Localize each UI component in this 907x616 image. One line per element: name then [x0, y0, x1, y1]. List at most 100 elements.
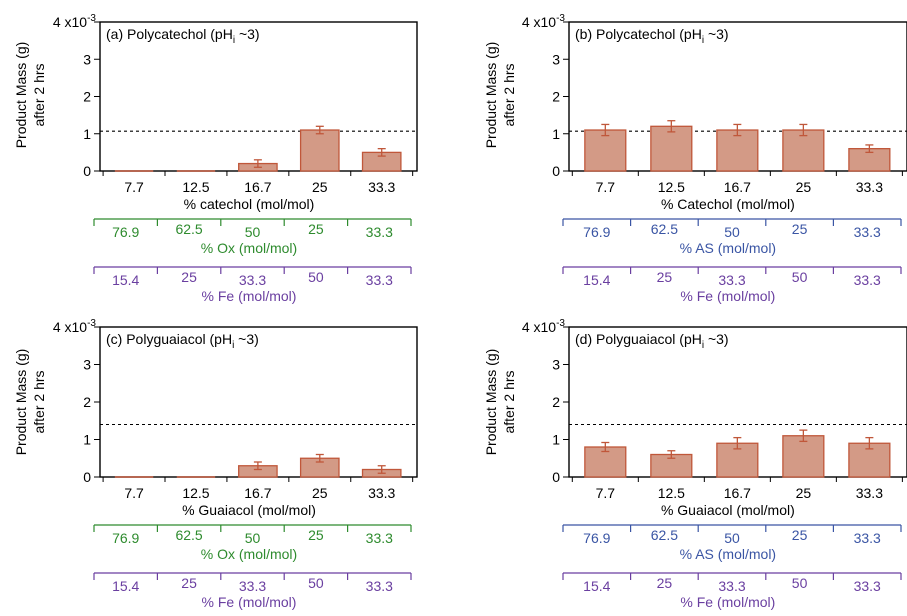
secondary-axis-as: 76.9 62.5 50 25 33.3 % AS (mol/mol) — [562, 218, 902, 256]
secondary-axis-tick-label: 50 — [792, 269, 808, 285]
y-axis-label-line1: Product Mass (g) — [483, 349, 499, 456]
error-bar — [253, 159, 262, 168]
secondary-axis-tick-label: 76.9 — [583, 224, 610, 240]
x-tick-label: 25 — [312, 179, 328, 195]
secondary-axis-tick-label: 76.9 — [112, 530, 139, 546]
secondary-axis-tick-label: 33.3 — [366, 578, 393, 594]
x-axis-label: % Guaiacol (mol/mol) — [182, 502, 316, 518]
secondary-axis-tick-label: 50 — [724, 224, 740, 240]
error-bar — [667, 120, 676, 133]
y-tick-label-exponent: 4 x10-3 — [53, 13, 97, 30]
secondary-axis-label: % Ox (mol/mol) — [201, 546, 297, 562]
secondary-axis-tick-label: 33.3 — [854, 530, 881, 546]
secondary-axis-tick-label: 33.3 — [239, 272, 266, 288]
error-bar — [799, 429, 808, 443]
secondary-axis-fe: 15.4 25 33.3 50 33.3% Fe (mol/mol) — [93, 266, 412, 304]
panel-title: (c) Polyguaiacol (pHi ~3) — [106, 331, 259, 351]
x-tick-label: 12.5 — [658, 485, 685, 501]
y-tick-label: 2 — [552, 89, 560, 105]
secondary-axis-label: % Fe (mol/mol) — [202, 594, 297, 610]
bar — [716, 129, 759, 172]
panel-title: (d) Polyguaiacol (pHi ~3) — [575, 331, 729, 351]
y-tick-label: 1 — [552, 126, 560, 142]
secondary-axis-tick-label: 76.9 — [583, 530, 610, 546]
error-bar — [733, 436, 742, 450]
secondary-axis-tick-label: 50 — [308, 269, 324, 285]
x-tick-label: 25 — [312, 485, 328, 501]
y-tick-label: 0 — [552, 469, 560, 485]
secondary-axis-fe: 15.4 25 33.3 50 33.3% Fe (mol/mol) — [93, 572, 412, 610]
secondary-axis-tick-label: 25 — [181, 575, 197, 591]
x-tick-label: 16.7 — [724, 485, 751, 501]
secondary-axis-label: % AS (mol/mol) — [680, 240, 776, 256]
error-bar — [601, 441, 610, 453]
error-bar — [667, 450, 676, 459]
y-tick-label: 0 — [83, 469, 91, 485]
secondary-axis-tick-label: 33.3 — [718, 272, 745, 288]
secondary-axis-tick-label: 62.5 — [175, 527, 202, 543]
bar — [584, 129, 627, 172]
y-tick-label: 1 — [552, 432, 560, 448]
secondary-axis-tick-label: 15.4 — [112, 578, 139, 594]
x-tick-label: 7.7 — [596, 179, 616, 195]
secondary-axis-tick-label: 33.3 — [366, 530, 393, 546]
secondary-axis-tick-label: 33.3 — [854, 272, 881, 288]
y-tick-label-exponent: 4 x10-3 — [522, 13, 566, 30]
secondary-axis-tick-label: 25 — [792, 527, 808, 543]
x-tick-label: 16.7 — [244, 179, 271, 195]
secondary-axis-tick-label: 15.4 — [583, 272, 610, 288]
x-tick-label: 33.3 — [368, 179, 395, 195]
y-axis-label: Product Mass (g) after 2 hrs — [483, 42, 517, 149]
secondary-axis-tick-label: 33.3 — [239, 578, 266, 594]
x-tick-label: 12.5 — [658, 179, 685, 195]
secondary-axis-fe: 15.4 25 33.3 50 33.3% Fe (mol/mol) — [562, 572, 902, 610]
error-bar — [377, 147, 386, 157]
plot-frame — [99, 326, 418, 478]
x-tick-label: 7.7 — [124, 179, 144, 195]
x-axis-label: % Guaiacol (mol/mol) — [661, 502, 795, 518]
y-tick-label: 3 — [552, 357, 560, 373]
y-tick-label: 1 — [83, 126, 91, 142]
secondary-axis-tick-label: 25 — [792, 221, 808, 237]
x-axis-label: % catechol (mol/mol) — [184, 196, 315, 212]
secondary-axis-fe: 15.4 25 33.3 50 33.3% Fe (mol/mol) — [562, 266, 902, 304]
secondary-axis-tick-label: 50 — [245, 530, 261, 546]
x-axis-label: % Catechol (mol/mol) — [661, 196, 795, 212]
error-bar — [315, 125, 324, 135]
x-tick-label: 25 — [796, 485, 812, 501]
x-tick-label: 12.5 — [182, 485, 209, 501]
secondary-axis-tick-label: 50 — [792, 575, 808, 591]
y-axis-label-line2: after 2 hrs — [31, 63, 47, 126]
y-axis-label-line2: after 2 hrs — [501, 370, 517, 433]
secondary-axis-tick-label: 25 — [657, 269, 673, 285]
secondary-axis-tick-label: 76.9 — [112, 224, 139, 240]
y-tick-label: 0 — [83, 163, 91, 179]
error-bar — [377, 465, 386, 474]
y-tick-label: 3 — [83, 357, 91, 373]
secondary-axis-tick-label: 62.5 — [651, 221, 678, 237]
x-tick-label: 33.3 — [368, 485, 395, 501]
secondary-axis-tick-label: 62.5 — [651, 527, 678, 543]
y-tick-label: 2 — [552, 394, 560, 410]
secondary-axis-tick-label: 25 — [657, 575, 673, 591]
x-tick-label: 12.5 — [182, 179, 209, 195]
secondary-axis-tick-label: 15.4 — [112, 272, 139, 288]
bar — [299, 129, 340, 172]
secondary-axis-tick-label: 62.5 — [175, 221, 202, 237]
y-tick-label-exponent: 4 x10-3 — [522, 318, 566, 335]
secondary-axis-label: % Fe (mol/mol) — [680, 288, 775, 304]
secondary-axis-tick-label: 25 — [308, 221, 324, 237]
y-axis-label: Product Mass (g) after 2 hrs — [483, 349, 517, 456]
y-axis-label: Product Mass (g) after 2 hrs — [13, 42, 47, 149]
plot-frame — [99, 21, 418, 172]
secondary-axis-tick-label: 33.3 — [366, 272, 393, 288]
x-tick-label: 33.3 — [856, 485, 883, 501]
x-tick-label: 25 — [796, 179, 812, 195]
secondary-axis-label: % Fe (mol/mol) — [202, 288, 297, 304]
secondary-axis-tick-label: 33.3 — [854, 578, 881, 594]
secondary-axis-ox: 76.9 62.5 50 25 33.3 % Ox (mol/mol) — [93, 218, 412, 256]
y-tick-label: 2 — [83, 89, 91, 105]
secondary-axis-tick-label: 50 — [245, 224, 261, 240]
y-tick-label: 3 — [552, 51, 560, 67]
x-tick-label: 33.3 — [856, 179, 883, 195]
